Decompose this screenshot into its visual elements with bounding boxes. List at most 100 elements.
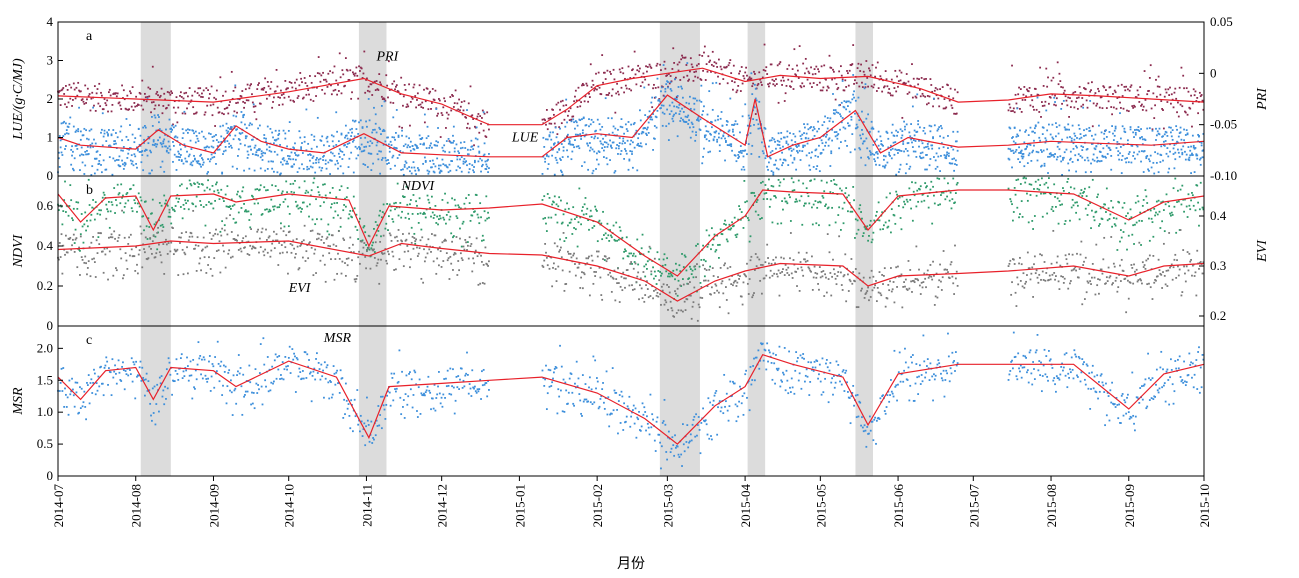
- data-point: [572, 118, 575, 121]
- data-point: [200, 153, 202, 156]
- data-point: [945, 106, 948, 109]
- data-point: [1047, 186, 1049, 189]
- data-point: [461, 146, 464, 149]
- data-point: [1037, 94, 1040, 96]
- data-point: [335, 144, 338, 146]
- data-point: [281, 103, 284, 106]
- data-point: [663, 253, 666, 256]
- data-point: [71, 145, 73, 148]
- data-point: [900, 150, 903, 152]
- data-point: [433, 214, 436, 216]
- data-point: [1154, 214, 1157, 217]
- data-point: [274, 185, 277, 187]
- data-point: [1027, 134, 1030, 136]
- data-point: [326, 140, 329, 143]
- data-point: [237, 234, 239, 237]
- data-point: [672, 115, 675, 118]
- data-point: [843, 201, 846, 204]
- data-point: [420, 106, 423, 108]
- data-point: [376, 141, 379, 144]
- data-point: [186, 272, 189, 275]
- data-point: [847, 84, 850, 87]
- data-point: [725, 124, 728, 126]
- data-point: [367, 98, 370, 100]
- data-point: [390, 144, 393, 146]
- data-point: [1034, 125, 1037, 128]
- data-point: [1086, 156, 1089, 159]
- data-point: [839, 115, 842, 118]
- data-point: [316, 72, 319, 74]
- data-point: [1007, 187, 1010, 190]
- data-point: [1024, 181, 1027, 184]
- data-point: [831, 78, 834, 81]
- data-point: [376, 153, 379, 155]
- data-point: [751, 191, 754, 194]
- data-point: [78, 246, 80, 249]
- data-point: [1162, 127, 1165, 130]
- data-point: [747, 78, 750, 81]
- data-point: [279, 96, 281, 99]
- data-point: [1040, 164, 1043, 167]
- data-point: [858, 119, 861, 122]
- data-point: [911, 181, 913, 184]
- data-point: [338, 148, 341, 151]
- data-point: [270, 198, 273, 201]
- data-point: [352, 171, 355, 174]
- data-point: [740, 168, 743, 171]
- data-point: [685, 269, 688, 272]
- data-point: [1161, 108, 1164, 110]
- data-point: [794, 200, 797, 203]
- data-point: [1134, 129, 1136, 131]
- data-point: [321, 167, 324, 169]
- data-point: [219, 125, 222, 128]
- data-point: [98, 160, 101, 162]
- data-point: [772, 185, 775, 188]
- data-point: [825, 89, 828, 92]
- data-point: [85, 153, 87, 156]
- data-point: [927, 102, 930, 105]
- data-point: [183, 143, 186, 146]
- data-point: [291, 166, 294, 168]
- data-point: [1061, 174, 1063, 176]
- data-point: [404, 143, 407, 146]
- data-point: [448, 151, 451, 154]
- data-point: [126, 94, 129, 97]
- data-point: [554, 126, 557, 129]
- data-point: [214, 232, 217, 235]
- data-point: [122, 149, 124, 152]
- data-point: [399, 243, 402, 246]
- data-point: [785, 84, 788, 87]
- data-point: [278, 129, 281, 132]
- data-point: [466, 109, 468, 111]
- data-point: [668, 82, 671, 85]
- data-point: [714, 250, 717, 253]
- data-point: [310, 246, 313, 249]
- data-point: [395, 131, 397, 134]
- data-point: [939, 170, 941, 172]
- data-point: [756, 84, 759, 87]
- data-point: [932, 137, 934, 140]
- data-point: [949, 87, 952, 90]
- data-point: [844, 127, 847, 130]
- data-point: [325, 137, 328, 140]
- data-point: [173, 210, 176, 213]
- data-point: [770, 139, 773, 142]
- data-point: [753, 192, 755, 194]
- data-point: [268, 94, 271, 97]
- data-point: [757, 83, 760, 85]
- data-point: [178, 236, 181, 239]
- data-point: [287, 162, 289, 165]
- data-point: [64, 180, 66, 183]
- data-point: [577, 221, 580, 224]
- data-point: [1014, 142, 1017, 145]
- data-point: [588, 228, 590, 231]
- data-point: [548, 196, 551, 199]
- data-point: [942, 107, 945, 110]
- data-point: [1124, 89, 1127, 92]
- data-point: [315, 272, 317, 274]
- data-point: [386, 84, 389, 87]
- data-point: [279, 252, 281, 255]
- data-point: [722, 78, 725, 80]
- data-point: [915, 156, 918, 158]
- data-point: [401, 129, 403, 132]
